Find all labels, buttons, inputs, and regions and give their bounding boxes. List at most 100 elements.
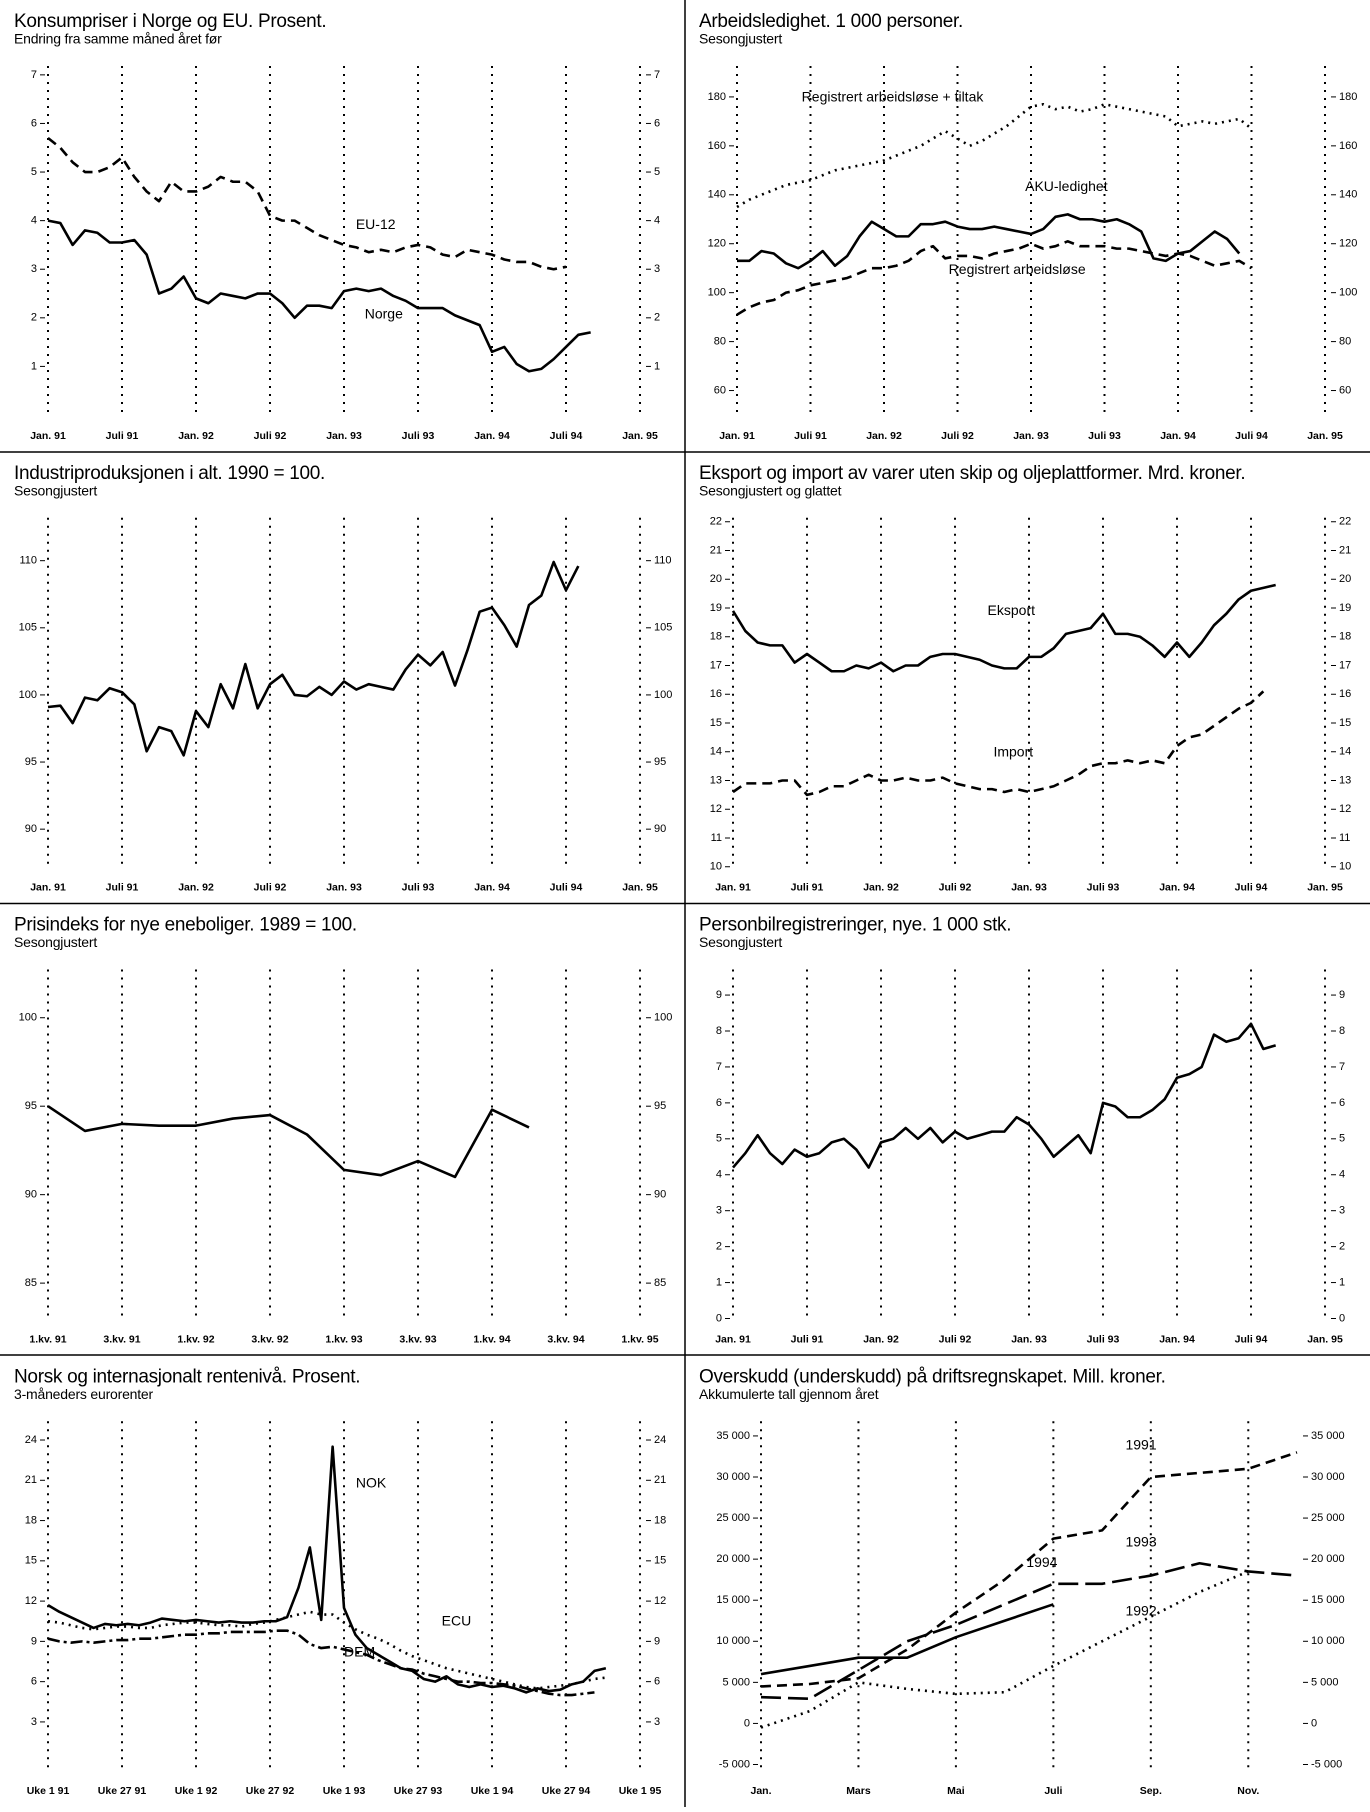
y2-tick-label: 5 (1339, 1133, 1345, 1145)
series-line (760, 1561, 1298, 1701)
y2-tick-label: 2 (654, 312, 660, 324)
x-tick-label: Jan. 93 (326, 882, 362, 894)
x-tick-label: Jan. 92 (178, 882, 214, 894)
series-line (760, 1451, 1298, 1688)
x-tick-label: Sep. (1140, 1785, 1162, 1797)
x-tick-label: Juli 94 (1235, 1333, 1268, 1345)
y2-tick-label: 11 (1339, 832, 1350, 844)
y2-tick-label: 5 (654, 166, 660, 178)
y-tick-label: 1 (716, 1276, 722, 1288)
x-tick-label: Uke 27 94 (542, 1785, 591, 1797)
chart-subtitle: Sesongjustert og glattet (699, 482, 842, 498)
chart-subtitle: Sesongjustert (14, 482, 97, 498)
x-tick-label: Juli 92 (254, 882, 287, 894)
x-tick-label: Juli 92 (939, 882, 972, 894)
series-line (760, 1603, 1054, 1676)
series-line (47, 219, 591, 373)
x-tick-label: Juli 93 (1088, 430, 1121, 442)
x-tick-label: Jan. 95 (1307, 430, 1343, 442)
x-tick-label: Uke 27 92 (246, 1785, 295, 1797)
y-tick-label: 5 (31, 166, 37, 178)
y-tick-label: 3 (716, 1205, 722, 1217)
y-tick-label: 11 (711, 832, 722, 844)
series-label: NOK (356, 1475, 387, 1491)
x-tick-label: Juli 93 (1087, 1333, 1120, 1345)
x-tick-label: 3.kv. 94 (547, 1333, 584, 1345)
x-tick-label: 3.kv. 91 (103, 1333, 140, 1345)
x-tick-label: Juli 93 (402, 882, 435, 894)
x-tick-label: Jan. 92 (178, 430, 214, 442)
y2-tick-label: 30 000 (1311, 1471, 1345, 1483)
x-tick-label: Jan. 92 (866, 430, 902, 442)
series-line (732, 690, 1265, 797)
y2-tick-label: 110 (654, 555, 672, 567)
y2-tick-label: 19 (1339, 602, 1351, 614)
y-tick-label: 8 (716, 1025, 722, 1037)
y2-tick-label: 15 (654, 1555, 666, 1567)
y-tick-label: -5 000 (719, 1758, 750, 1770)
chart-panel: Arbeidsledighet. 1 000 personer.Sesongju… (699, 11, 1357, 442)
y2-tick-label: 16 (1339, 688, 1351, 700)
x-tick-label: Uke 1 93 (323, 1785, 366, 1797)
x-tick-label: Jan. 92 (863, 882, 899, 894)
series-line (736, 102, 1253, 209)
y-tick-label: 16 (710, 688, 722, 700)
y2-tick-label: 10 000 (1311, 1635, 1345, 1647)
y-tick-label: 5 (716, 1133, 722, 1145)
y2-tick-label: 6 (654, 1676, 660, 1688)
y2-tick-label: 3 (1339, 1205, 1345, 1217)
x-tick-label: Juli 93 (402, 430, 435, 442)
y2-tick-label: 1 (1339, 1276, 1345, 1288)
y2-tick-label: 120 (1339, 238, 1357, 250)
y-tick-label: 120 (708, 238, 726, 250)
y-tick-label: 10 000 (716, 1635, 750, 1647)
x-tick-label: 1.kv. 94 (473, 1333, 510, 1345)
series-label: 1991 (1125, 1437, 1156, 1453)
chart-subtitle: Sesongjustert (14, 934, 97, 950)
y-tick-label: 140 (708, 189, 726, 201)
series-line (47, 137, 567, 271)
x-tick-label: Juli 91 (106, 430, 139, 442)
x-tick-label: Jan. 95 (1307, 882, 1343, 894)
chart-title: Arbeidsledighet. 1 000 personer. (699, 11, 963, 32)
y2-tick-label: 90 (654, 1189, 666, 1201)
y2-tick-label: 2 (1339, 1241, 1345, 1253)
y-tick-label: 17 (710, 659, 722, 671)
y-tick-label: 20 (710, 573, 722, 585)
y-tick-label: 25 000 (716, 1512, 750, 1524)
y-tick-label: 180 (708, 91, 726, 103)
x-tick-label: Juli 94 (1235, 882, 1268, 894)
y-tick-label: 7 (716, 1061, 722, 1073)
y2-tick-label: 95 (654, 756, 666, 768)
series-label: ECU (442, 1613, 472, 1629)
x-tick-label: Nov. (1237, 1785, 1259, 1797)
y-tick-label: 12 (25, 1595, 37, 1607)
y2-tick-label: 180 (1339, 91, 1357, 103)
y-tick-label: 110 (19, 555, 37, 567)
y2-tick-label: 100 (654, 689, 672, 701)
series-label: Registrert arbeidsløse (949, 261, 1086, 277)
y-tick-label: 15 000 (716, 1594, 750, 1606)
y-tick-label: 6 (31, 117, 37, 129)
x-tick-label: Uke 1 91 (27, 1785, 70, 1797)
chart-panel: Industriproduksjonen i alt. 1990 = 100.S… (14, 463, 672, 894)
x-tick-label: Juli 92 (939, 1333, 972, 1345)
x-tick-label: 1.kv. 92 (177, 1333, 214, 1345)
y2-tick-label: 21 (1339, 544, 1351, 556)
chart-subtitle: Sesongjustert (699, 31, 782, 47)
series-line (737, 213, 1241, 270)
chart-panel: Eksport og import av varer uten skip og … (699, 463, 1351, 894)
series-line (731, 583, 1276, 673)
x-tick-label: Mai (947, 1785, 965, 1797)
series-label: AKU-ledighet (1025, 178, 1108, 194)
x-tick-label: Uke 1 95 (619, 1785, 662, 1797)
x-tick-label: 3.kv. 93 (399, 1333, 436, 1345)
y2-tick-label: 80 (1339, 336, 1351, 348)
x-tick-label: Uke 1 94 (471, 1785, 514, 1797)
x-tick-label: Jan. 91 (719, 430, 755, 442)
y-tick-label: 90 (25, 1189, 37, 1201)
x-tick-label: Jan. 91 (30, 882, 66, 894)
y2-tick-label: 6 (1339, 1097, 1345, 1109)
y2-tick-label: 85 (654, 1277, 666, 1289)
